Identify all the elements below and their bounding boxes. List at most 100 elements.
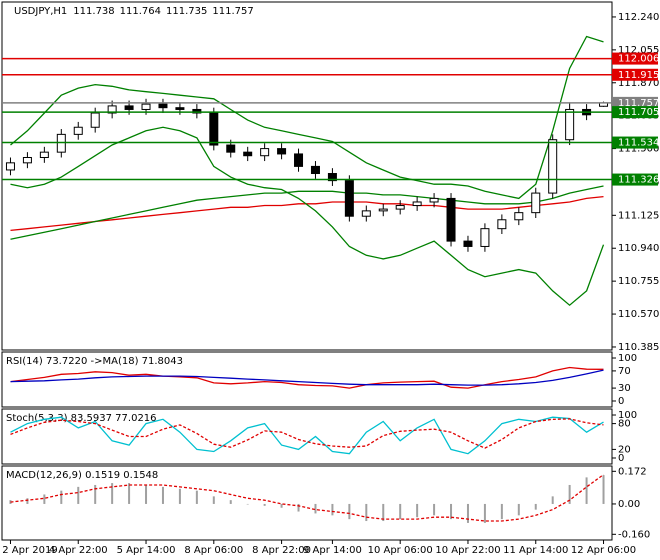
histogram-bar: [450, 503, 453, 520]
y-tick-label: 80: [618, 419, 631, 430]
level-label: 112.006: [618, 54, 659, 65]
candle-body: [344, 180, 354, 217]
candle-body: [429, 197, 439, 203]
histogram-bar: [382, 503, 385, 522]
level-label: 111.705: [618, 107, 659, 118]
level-label: 111.326: [618, 175, 659, 186]
panel-frame: [1, 408, 613, 465]
panel-frame: [1, 351, 613, 408]
histogram-bar: [26, 498, 29, 504]
y-tick-label: 112.055: [618, 45, 659, 56]
x-tick-label: 10 Apr 06:00: [368, 545, 433, 556]
histogram-bar: [365, 503, 368, 522]
candle-body: [294, 153, 304, 167]
level-label-bg: [612, 52, 658, 65]
y-tick-label: 70: [618, 366, 631, 377]
candle-body: [446, 197, 456, 242]
series-line: [10, 418, 604, 449]
y-tick-label: 100: [618, 410, 637, 421]
y-tick-label: 0: [618, 453, 624, 464]
x-tick-label: 11 Apr 14:00: [503, 545, 568, 556]
candle-body: [514, 212, 524, 221]
candle-body: [565, 108, 575, 141]
histogram-bar: [94, 484, 97, 504]
series-line: [10, 474, 604, 522]
y-tick-label: 110.940: [618, 243, 659, 254]
candle-body: [395, 205, 405, 210]
x-tick-label: 4 Apr 22:00: [49, 545, 108, 556]
y-tick-label: 111.500: [618, 144, 659, 155]
candle-body: [226, 144, 236, 153]
candle-body: [124, 105, 134, 110]
candle-body: [175, 107, 185, 110]
candle-body: [192, 108, 202, 114]
candle-body: [39, 151, 49, 158]
x-tick-label: 10 Apr 22:00: [435, 545, 500, 556]
candle-body: [412, 201, 422, 207]
y-tick-label: 110.755: [618, 276, 659, 287]
level-label-bg: [612, 136, 658, 149]
candle-body: [5, 162, 15, 171]
open: 111.738: [73, 6, 114, 17]
candle-body: [480, 228, 490, 247]
level-label-bg: [612, 68, 658, 81]
chart-title: USDJPY,H1 111.738 111.764 111.735 111.757: [14, 6, 254, 17]
level-label: 111.534: [618, 138, 659, 149]
x-tick-label: 9 Apr 14:00: [303, 545, 362, 556]
level-label-bg: [612, 106, 658, 119]
histogram-bar: [551, 496, 554, 504]
candle-body: [90, 112, 100, 128]
y-tick-label: -0.160: [618, 529, 650, 540]
candle-body: [548, 139, 558, 194]
candle-body: [463, 240, 473, 247]
y-tick-label: 111.125: [618, 210, 659, 221]
candle-body: [107, 105, 117, 114]
panel-frame: [1, 465, 613, 541]
y-tick-label: 110.385: [618, 342, 659, 353]
candle-body: [497, 219, 507, 230]
candle-body: [310, 165, 320, 175]
candle-body: [243, 151, 253, 157]
histogram-bar: [534, 503, 537, 510]
series-line: [10, 369, 604, 386]
y-tick-label: 0.172: [618, 466, 647, 477]
series-line: [10, 126, 605, 307]
candle-body: [141, 103, 151, 110]
histogram-bar: [195, 490, 198, 504]
candle-body: [260, 148, 270, 157]
level-label-bg: [612, 173, 658, 186]
candle-body: [158, 103, 168, 109]
histogram-bar: [568, 484, 571, 504]
histogram-bar: [145, 484, 148, 504]
close: 111.757: [212, 6, 253, 17]
histogram-bar: [433, 503, 436, 516]
panel-title: MACD(12,26,9) 0.1519 0.1548: [6, 470, 158, 481]
series-line: [10, 185, 604, 240]
histogram-bar: [500, 503, 503, 520]
histogram-bar: [297, 503, 300, 512]
y-tick-label: 0: [618, 396, 624, 407]
histogram-bar: [517, 503, 520, 516]
y-tick-label: 20: [618, 444, 631, 455]
histogram-bar: [128, 483, 131, 504]
candle-body: [531, 192, 541, 214]
low: 111.735: [166, 6, 207, 17]
histogram-bar: [314, 503, 317, 514]
y-tick-label: 112.240: [618, 12, 659, 23]
y-tick-label: 111.870: [618, 78, 659, 89]
histogram-bar: [60, 490, 63, 504]
candle-body: [327, 173, 337, 182]
y-tick-label: 110.570: [618, 309, 659, 320]
histogram-bar: [483, 503, 486, 523]
x-tick-label: 8 Apr 06:00: [184, 545, 243, 556]
histogram-bar: [43, 494, 46, 504]
candle-body: [73, 126, 83, 135]
series-line: [10, 195, 604, 232]
x-tick-label: 2 Apr 2019: [2, 545, 57, 556]
panel-title: Stoch(5,3,3) 83.5937 77.0216: [6, 413, 157, 424]
series-line: [10, 366, 604, 389]
level-label: 111.915: [618, 70, 659, 81]
candle-body: [209, 112, 219, 146]
